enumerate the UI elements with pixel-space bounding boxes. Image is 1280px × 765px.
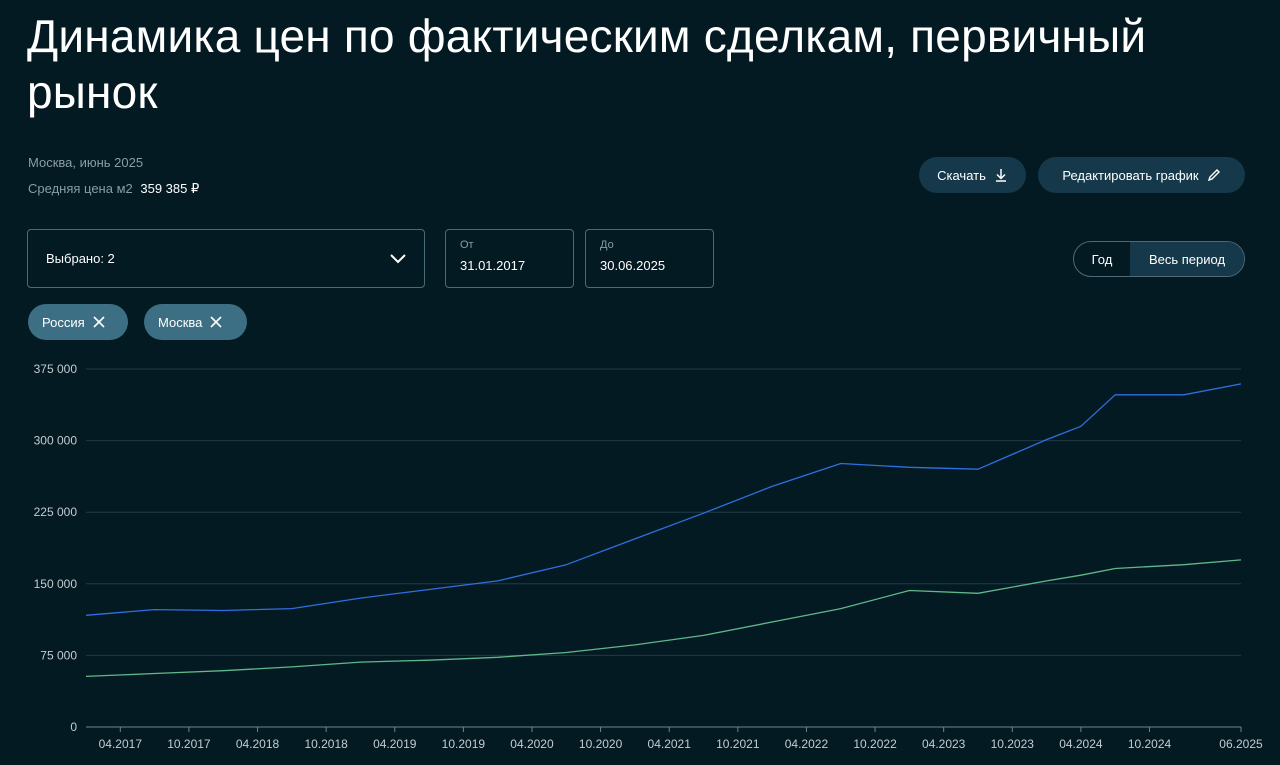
download-icon xyxy=(995,169,1006,182)
price-chart: 0 75 000 150 000 225 000 300 000 375 000 04.20… xyxy=(34,362,1263,751)
period-toggle: Год Весь период xyxy=(1073,241,1245,277)
download-button[interactable]: Скачать xyxy=(919,157,1026,193)
date-from-label: От xyxy=(460,239,474,251)
x-tick-label: 10.2019 xyxy=(442,737,486,751)
edit-chart-button[interactable]: Редактировать график xyxy=(1038,157,1245,193)
filter-chip-moscow: Москва xyxy=(144,304,247,340)
x-tick-label: 10.2022 xyxy=(853,737,897,751)
x-tick-label: 04.2019 xyxy=(373,737,417,751)
x-tick-label: 10.2021 xyxy=(716,737,760,751)
average-price-value: 359 385 ₽ xyxy=(140,181,200,196)
y-tick-label: 375 000 xyxy=(34,362,78,376)
period-option-all[interactable]: Весь период xyxy=(1130,242,1244,276)
date-to-label: До xyxy=(600,239,614,251)
x-tick-label: 04.2018 xyxy=(236,737,280,751)
x-tick-label: 10.2024 xyxy=(1128,737,1172,751)
period-option-year[interactable]: Год xyxy=(1091,251,1113,267)
region-select-value: Выбрано: 2 xyxy=(46,251,115,266)
download-button-label: Скачать xyxy=(937,167,986,183)
series-line-russia xyxy=(85,559,1242,678)
edit-chart-button-label: Редактировать график xyxy=(1062,167,1199,183)
x-tick-label: 06.2025 xyxy=(1219,737,1263,751)
y-tick-label: 0 xyxy=(70,720,77,734)
region-period: Москва, июнь 2025 xyxy=(28,155,144,170)
pencil-icon xyxy=(1207,169,1220,182)
filter-chip-russia: Россия xyxy=(28,304,128,340)
close-icon[interactable] xyxy=(210,316,222,328)
x-tick-label: 10.2018 xyxy=(304,737,348,751)
x-tick-label: 04.2021 xyxy=(648,737,692,751)
date-to-field[interactable]: До 30.06.2025 xyxy=(585,229,714,288)
region-select[interactable]: Выбрано: 2 xyxy=(27,229,425,288)
date-from-field[interactable]: От 31.01.2017 xyxy=(445,229,574,288)
average-price: Средняя цена м2 359 385 ₽ xyxy=(28,181,199,197)
y-tick-label: 300 000 xyxy=(34,434,78,448)
filter-chip-label: Москва xyxy=(158,314,203,330)
filter-chip-label: Россия xyxy=(42,314,85,330)
y-tick-label: 225 000 xyxy=(34,505,78,519)
x-tick-label: 04.2020 xyxy=(510,737,554,751)
x-tick-label: 10.2023 xyxy=(991,737,1035,751)
page-title: Динамика цен по фактическим сделкам, пер… xyxy=(27,10,1147,118)
average-price-label: Средняя цена м2 xyxy=(28,181,133,196)
close-icon[interactable] xyxy=(93,316,105,328)
x-tick-label: 04.2024 xyxy=(1059,737,1103,751)
x-tick-label: 04.2022 xyxy=(785,737,829,751)
y-tick-label: 75 000 xyxy=(40,648,77,662)
x-tick-label: 10.2020 xyxy=(579,737,623,751)
x-tick-label: 04.2017 xyxy=(99,737,143,751)
series-line-moscow xyxy=(85,383,1242,616)
date-from-value: 31.01.2017 xyxy=(460,258,526,273)
x-tick-label: 10.2017 xyxy=(167,737,211,751)
x-tick-label: 04.2023 xyxy=(922,737,966,751)
chevron-down-icon xyxy=(390,253,406,263)
y-tick-label: 150 000 xyxy=(34,577,78,591)
date-to-value: 30.06.2025 xyxy=(600,258,666,273)
